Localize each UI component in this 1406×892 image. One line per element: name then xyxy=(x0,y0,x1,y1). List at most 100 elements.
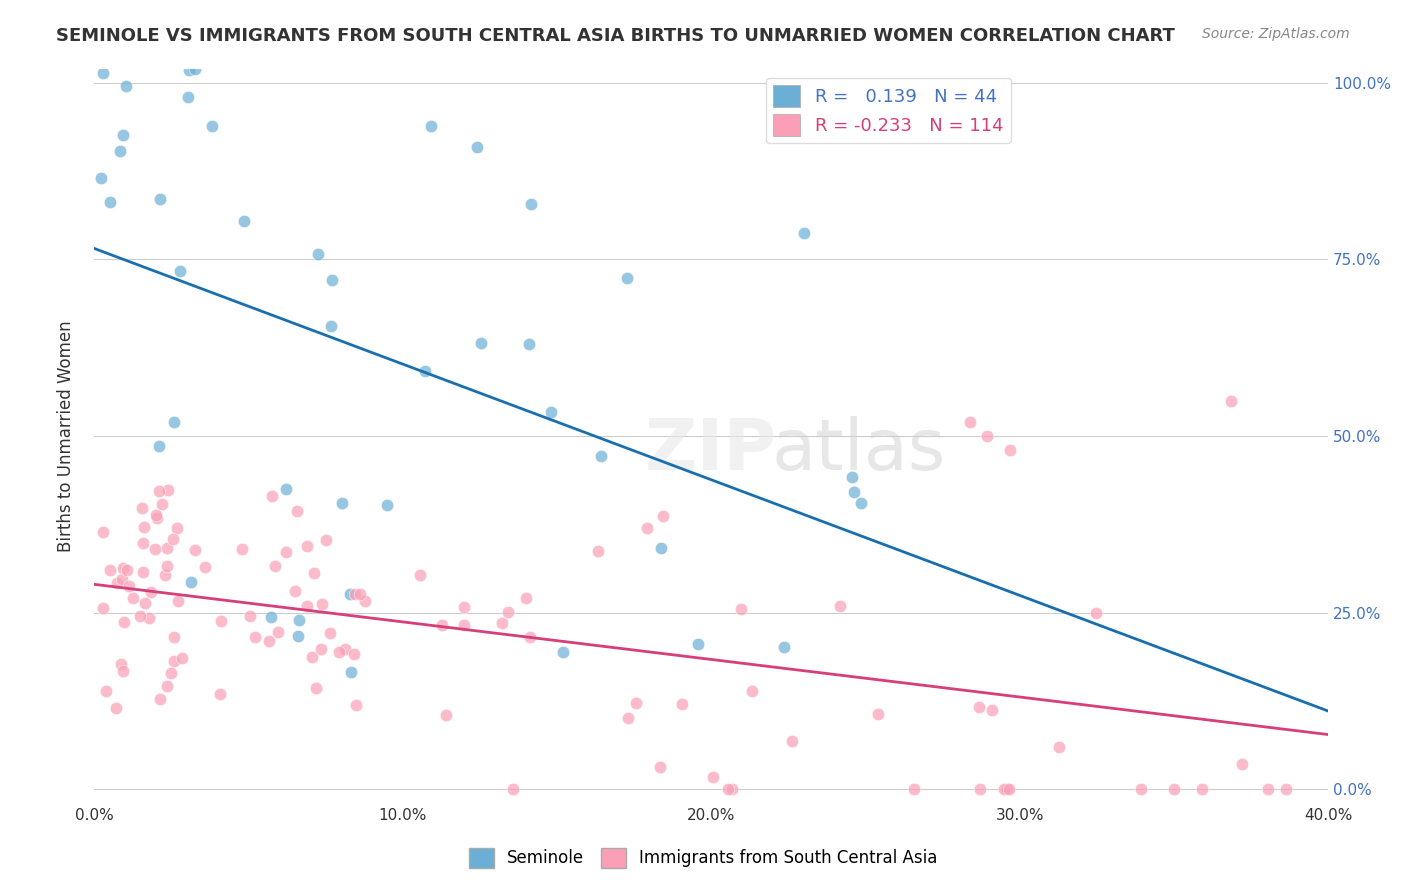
Point xyxy=(146,511,169,525)
Point xyxy=(260,610,283,624)
Point xyxy=(849,496,872,510)
Point xyxy=(166,521,188,535)
Point xyxy=(169,263,191,277)
Point xyxy=(91,65,114,79)
Point xyxy=(98,563,121,577)
Point xyxy=(773,640,796,655)
Point xyxy=(288,613,311,627)
Point xyxy=(149,692,172,706)
Point xyxy=(260,489,283,503)
Point xyxy=(257,634,280,648)
Point xyxy=(1220,393,1243,408)
Point xyxy=(209,614,232,628)
Point xyxy=(344,698,367,713)
Point xyxy=(651,509,673,524)
Point xyxy=(115,79,138,94)
Point xyxy=(470,336,492,351)
Y-axis label: Births to Unmarried Women: Births to Unmarried Women xyxy=(58,320,75,552)
Point xyxy=(134,520,156,534)
Point xyxy=(149,192,172,206)
Point xyxy=(413,364,436,378)
Point xyxy=(997,782,1019,797)
Point xyxy=(245,630,267,644)
Point xyxy=(1191,782,1213,797)
Point xyxy=(721,782,744,797)
Point xyxy=(354,594,377,608)
Point xyxy=(287,629,309,643)
Point xyxy=(551,645,574,659)
Point xyxy=(153,568,176,582)
Point xyxy=(138,610,160,624)
Point xyxy=(903,782,925,797)
Point xyxy=(166,594,188,608)
Point xyxy=(868,706,890,721)
Point xyxy=(453,599,475,614)
Point xyxy=(741,684,763,698)
Point xyxy=(793,226,815,240)
Point xyxy=(453,617,475,632)
Point xyxy=(375,498,398,512)
Point xyxy=(311,597,333,611)
Point xyxy=(519,630,541,644)
Point xyxy=(156,679,179,693)
Point xyxy=(409,568,432,582)
Point xyxy=(145,508,167,522)
Point xyxy=(94,684,117,698)
Point xyxy=(502,782,524,797)
Point xyxy=(1163,782,1185,797)
Point xyxy=(841,470,863,484)
Point xyxy=(91,524,114,539)
Point xyxy=(434,708,457,723)
Point xyxy=(432,618,454,632)
Text: SEMINOLE VS IMMIGRANTS FROM SOUTH CENTRAL ASIA BIRTHS TO UNMARRIED WOMEN CORRELA: SEMINOLE VS IMMIGRANTS FROM SOUTH CENTRA… xyxy=(56,27,1175,45)
Point xyxy=(129,609,152,624)
Point xyxy=(301,649,323,664)
Point xyxy=(688,637,710,651)
Point xyxy=(304,566,326,580)
Point xyxy=(1257,782,1279,797)
Point xyxy=(636,521,658,535)
Point xyxy=(112,128,135,142)
Point xyxy=(333,642,356,657)
Point xyxy=(650,541,672,555)
Point xyxy=(343,647,366,661)
Point xyxy=(309,641,332,656)
Point xyxy=(349,587,371,601)
Point xyxy=(284,584,307,599)
Point xyxy=(520,197,543,211)
Text: atlas: atlas xyxy=(772,417,946,485)
Point xyxy=(139,585,162,599)
Point xyxy=(782,734,804,748)
Point xyxy=(319,626,342,640)
Point xyxy=(150,497,173,511)
Point xyxy=(231,541,253,556)
Point xyxy=(295,539,318,553)
Point xyxy=(330,496,353,510)
Point xyxy=(111,560,134,574)
Point xyxy=(163,654,186,668)
Point xyxy=(997,782,1019,797)
Point xyxy=(295,599,318,613)
Point xyxy=(496,605,519,619)
Point xyxy=(121,591,143,606)
Point xyxy=(162,532,184,546)
Point xyxy=(238,609,260,624)
Point xyxy=(981,703,1004,717)
Point xyxy=(180,574,202,589)
Point xyxy=(1129,782,1152,797)
Point xyxy=(287,504,309,518)
Point xyxy=(976,429,998,443)
Point xyxy=(132,536,155,550)
Point xyxy=(1000,443,1022,458)
Point xyxy=(172,651,194,665)
Point xyxy=(110,657,132,671)
Point xyxy=(305,681,328,695)
Point xyxy=(184,62,207,76)
Point xyxy=(143,541,166,556)
Point xyxy=(328,645,350,659)
Point xyxy=(156,541,179,555)
Point xyxy=(648,760,671,774)
Point xyxy=(830,599,852,613)
Point xyxy=(702,770,724,784)
Point xyxy=(515,591,537,606)
